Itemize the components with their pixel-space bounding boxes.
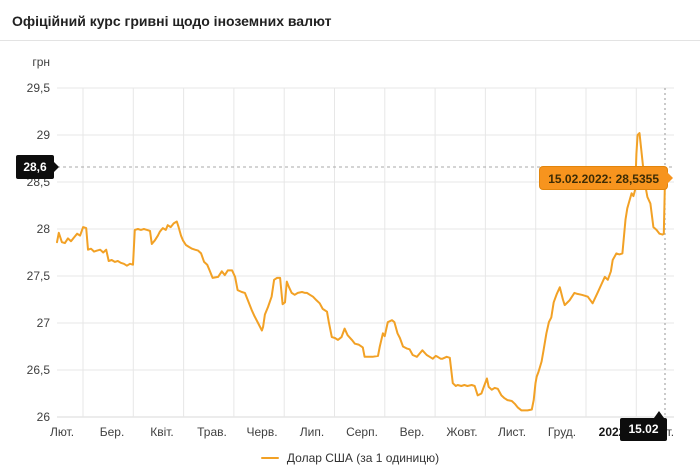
- x-tick-label: Бер.: [100, 425, 125, 439]
- crosshair-y-flag: 28,6: [16, 154, 54, 179]
- chart-legend: Долар США (за 1 одиницю): [0, 451, 700, 465]
- crosshair-x-flag: 15.02: [620, 411, 667, 441]
- data-point-tooltip: 15.02.2022: 28,5355: [539, 166, 668, 191]
- y-axis-unit-label: грн: [32, 55, 50, 69]
- usd-rate-line[interactable]: [56, 132, 666, 412]
- page-title: Офіційний курс гривні щодо іноземних вал…: [12, 13, 332, 29]
- x-tick-label: Трав.: [197, 425, 227, 439]
- x-tick-label: Лип.: [300, 425, 324, 439]
- x-tick-label: Вер.: [400, 425, 425, 439]
- x-tick-label: Жовт.: [446, 425, 477, 439]
- crosshair-y-label: 28,6: [23, 159, 47, 174]
- x-tick-label: Лист.: [498, 425, 526, 439]
- x-tick-label: Черв.: [246, 425, 277, 439]
- legend-series-label: Долар США (за 1 одиницю): [286, 451, 440, 465]
- legend-line-swatch-icon: [260, 457, 279, 459]
- y-tick-label: 29: [37, 128, 51, 142]
- widget-header: Офіційний курс гривні щодо іноземних вал…: [0, 0, 700, 41]
- chart-plot-area[interactable]: 29,5 29 28,5 28 27,5 27 26,5 26 Лют. Бер. Квіт. Тра…: [0, 41, 700, 473]
- y-tick-label: 28: [37, 222, 51, 236]
- y-tick-label: 29,5: [27, 81, 51, 95]
- y-tick-label: 27: [37, 316, 51, 330]
- x-tick-label: Лют.: [50, 425, 74, 439]
- y-tick-label: 26,5: [27, 363, 51, 377]
- x-tick-label: Серп.: [346, 425, 378, 439]
- x-tick-label: Квіт.: [150, 425, 174, 439]
- crosshair-x-label: 15.02: [628, 422, 659, 436]
- x-tick-label: 2022: [599, 425, 626, 439]
- y-tick-label: 27,5: [27, 269, 51, 283]
- y-tick-label: 26: [37, 410, 51, 424]
- x-tick-label: Груд.: [548, 425, 576, 439]
